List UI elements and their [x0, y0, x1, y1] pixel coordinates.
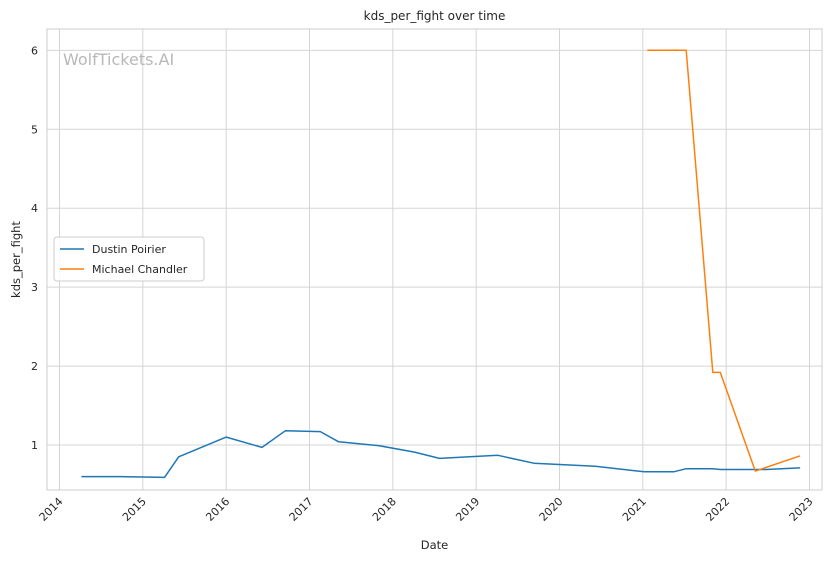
x-axis-label: Date — [421, 538, 449, 552]
y-tick-label: 6 — [31, 44, 38, 57]
y-tick-label: 1 — [31, 439, 38, 452]
series-lines — [81, 49, 801, 479]
y-tick-label: 3 — [31, 281, 38, 294]
x-tick-label: 2016 — [203, 495, 232, 524]
y-tick-label: 5 — [31, 123, 38, 136]
x-tick-label: 2015 — [120, 495, 149, 524]
grid-lines — [47, 29, 822, 490]
x-tick-label: 2023 — [787, 495, 816, 524]
y-tick-label: 4 — [31, 202, 38, 215]
y-tick-label: 2 — [31, 360, 38, 373]
x-tick-label: 2014 — [37, 495, 66, 524]
x-tick-label: 2022 — [703, 495, 732, 524]
x-tick-label: 2017 — [287, 495, 316, 524]
x-tick-label: 2018 — [370, 495, 399, 524]
watermark-text: WolfTickets.AI — [63, 50, 174, 69]
x-tick-label: 2021 — [620, 495, 649, 524]
legend-label: Michael Chandler — [92, 263, 188, 276]
series-line-1 — [81, 430, 801, 479]
tick-labels: 2014 2015 2016 2017 2018 2019 2020 2021 2022 2023… — [31, 44, 816, 524]
x-tick-label: 2019 — [453, 495, 482, 524]
legend: Dustin Poirier Michael Chandler — [53, 236, 205, 282]
plot-frame — [46, 28, 823, 491]
chart-title: kds_per_fight over time — [364, 9, 506, 23]
legend-box — [53, 236, 205, 282]
y-axis-label: kds_per_fight — [9, 221, 23, 298]
legend-label: Dustin Poirier — [92, 243, 166, 256]
series-line-2 — [647, 49, 801, 472]
x-tick-label: 2020 — [537, 495, 566, 524]
